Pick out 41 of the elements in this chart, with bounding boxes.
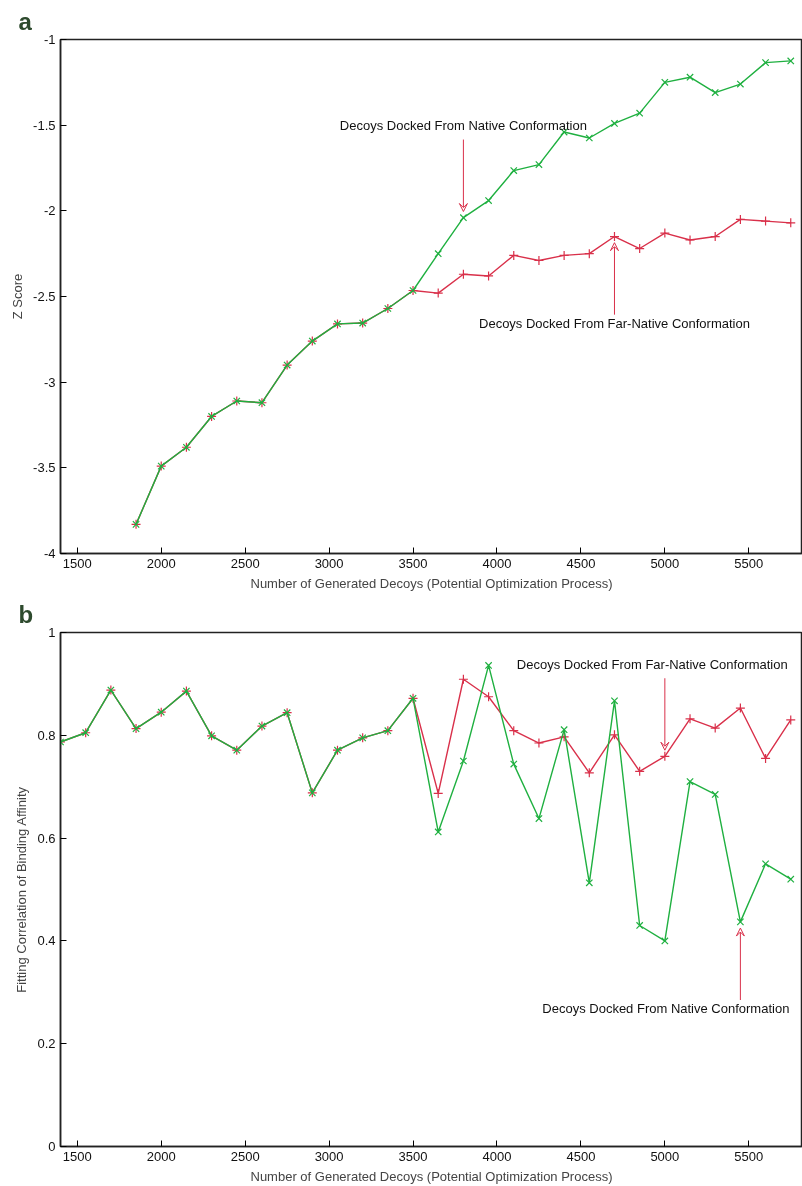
y-tick-label: 1 [48, 625, 56, 640]
x-tick-label: 2000 [146, 1148, 176, 1164]
x-tick-label: 1500 [62, 1148, 92, 1164]
x-tick-label: 5500 [734, 555, 764, 571]
y-tick-label: 0.2 [37, 1036, 56, 1052]
annotation: Decoys Docked From Native Conformation [542, 1001, 790, 1017]
y-tick-label: -3 [43, 374, 56, 390]
x-tick-label: 3000 [314, 555, 344, 571]
chart-title: a [18, 7, 33, 35]
annotation: Decoys Docked From Far-Native Conformation [479, 315, 750, 331]
x-tick-label: 3000 [314, 1148, 344, 1164]
x-tick-label: 3500 [398, 1148, 428, 1164]
x-tick-label: 3500 [398, 555, 428, 571]
x-tick-label: 2500 [230, 1148, 260, 1164]
x-axis-title: Number of Generated Decoys (Potential Optimization Process) [250, 575, 613, 591]
x-tick-label: 4000 [482, 555, 512, 571]
x-axis-title: Number of Generated Decoys (Potential Optimization Process) [250, 1168, 613, 1184]
chart-title: b [18, 600, 34, 628]
x-tick-label: 5000 [650, 1148, 680, 1164]
annotation: Decoys Docked From Native Conformation [339, 118, 587, 134]
x-tick-label: 4000 [482, 1148, 512, 1164]
y-tick-label: 0.8 [37, 727, 56, 743]
y-axis-title: Z Score [10, 273, 26, 320]
annotation: Decoys Docked From Far-Native Conformation [516, 657, 788, 673]
y-tick-label: 0 [48, 1139, 56, 1154]
y-tick-label: -4 [43, 546, 56, 561]
x-tick-label: 4500 [566, 555, 596, 571]
y-tick-label: -2 [43, 203, 56, 219]
y-tick-label: -2.5 [33, 289, 56, 304]
y-tick-label: 0.4 [37, 933, 56, 949]
x-tick-label: 5000 [650, 555, 680, 571]
x-tick-label: 5500 [734, 1148, 764, 1164]
x-tick-label: 1500 [62, 555, 92, 571]
y-tick-label: 0.6 [37, 830, 56, 846]
y-tick-label: -1.5 [33, 117, 56, 133]
x-tick-label: 2000 [146, 555, 176, 571]
y-tick-label: -3.5 [33, 460, 56, 476]
x-tick-label: 4500 [566, 1148, 596, 1164]
y-axis-title: Fitting Correlation of Binding Affinity [14, 786, 30, 993]
x-tick-label: 2500 [230, 555, 260, 571]
y-tick-label: -1 [43, 32, 56, 47]
